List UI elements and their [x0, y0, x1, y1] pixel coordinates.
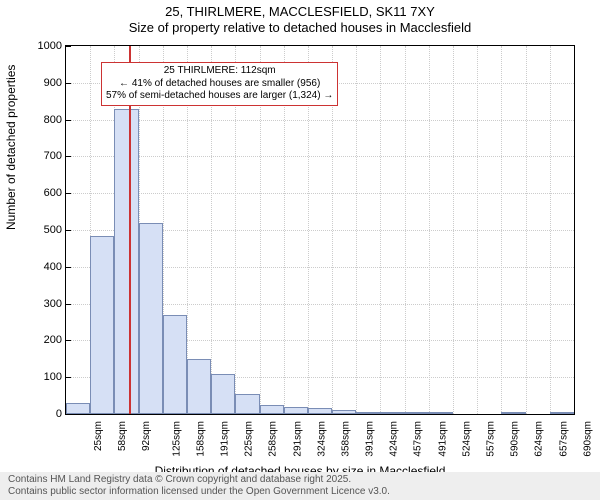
y-tick-label: 800	[27, 114, 62, 126]
y-tick-label: 900	[27, 77, 62, 89]
x-tick-label: 158sqm	[195, 421, 206, 457]
x-tick-label: 25sqm	[93, 421, 104, 451]
x-tick-label: 125sqm	[171, 421, 182, 457]
y-tick-label: 500	[27, 224, 62, 236]
y-tick-label: 600	[27, 187, 62, 199]
x-tick-label: 624sqm	[534, 421, 545, 457]
gridline-v	[405, 46, 406, 414]
x-tick-label: 58sqm	[117, 421, 128, 451]
y-tick-label: 700	[27, 150, 62, 162]
histogram-bar	[139, 223, 163, 414]
x-tick-label: 424sqm	[389, 421, 400, 457]
gridline-v	[526, 46, 527, 414]
annotation-line: 57% of semi-detached houses are larger (…	[106, 90, 333, 103]
histogram-bar	[405, 412, 429, 414]
y-axis-label: Number of detached properties	[4, 65, 18, 230]
histogram-bar	[260, 405, 284, 414]
x-tick-label: 491sqm	[437, 421, 448, 457]
y-tick-label: 200	[27, 334, 62, 346]
x-tick-label: 457sqm	[413, 421, 424, 457]
gridline-v	[356, 46, 357, 414]
annotation-line: ← 41% of detached houses are smaller (95…	[106, 78, 333, 91]
chart-title-line1: 25, THIRLMERE, MACCLESFIELD, SK11 7XY	[0, 4, 600, 19]
footer-line1: Contains HM Land Registry data © Crown c…	[8, 474, 592, 486]
x-tick-label: 291sqm	[292, 421, 303, 457]
y-tick-label: 300	[27, 298, 62, 310]
y-tick-label: 100	[27, 371, 62, 383]
histogram-bar	[550, 412, 574, 414]
histogram-bar	[308, 408, 332, 414]
x-tick-label: 524sqm	[461, 421, 472, 457]
histogram-bar	[501, 412, 525, 414]
x-tick-label: 590sqm	[510, 421, 521, 457]
histogram-bar	[429, 412, 453, 414]
histogram-bar	[356, 412, 380, 414]
y-tick-label: 1000	[27, 40, 62, 52]
annotation-box: 25 THIRLMERE: 112sqm← 41% of detached ho…	[101, 62, 338, 106]
x-tick-label: 92sqm	[141, 421, 152, 451]
x-tick-label: 324sqm	[316, 421, 327, 457]
y-tick-label: 400	[27, 261, 62, 273]
x-tick-label: 391sqm	[365, 421, 376, 457]
histogram-bar	[380, 412, 404, 414]
x-tick-label: 690sqm	[582, 421, 593, 457]
histogram-bar	[332, 410, 356, 414]
plot-area: 25 THIRLMERE: 112sqm← 41% of detached ho…	[65, 45, 575, 415]
histogram-bar	[235, 394, 259, 414]
gridline-h	[66, 156, 574, 157]
x-tick-label: 258sqm	[268, 421, 279, 457]
x-tick-label: 557sqm	[486, 421, 497, 457]
footer-line2: Contains public sector information licen…	[8, 486, 592, 498]
gridline-v	[477, 46, 478, 414]
gridline-v	[429, 46, 430, 414]
x-tick-label: 358sqm	[340, 421, 351, 457]
histogram-bar	[211, 374, 235, 414]
x-tick-label: 225sqm	[244, 421, 255, 457]
footer-attribution: Contains HM Land Registry data © Crown c…	[0, 472, 600, 500]
gridline-h	[66, 120, 574, 121]
chart-title-line2: Size of property relative to detached ho…	[0, 20, 600, 35]
gridline-v	[550, 46, 551, 414]
annotation-line: 25 THIRLMERE: 112sqm	[106, 65, 333, 78]
gridline-v	[380, 46, 381, 414]
histogram-bar	[90, 236, 114, 414]
histogram-bar	[66, 403, 90, 414]
x-tick-label: 191sqm	[220, 421, 231, 457]
histogram-bar	[284, 407, 308, 414]
histogram-bar	[187, 359, 211, 414]
gridline-h	[66, 193, 574, 194]
gridline-v	[501, 46, 502, 414]
y-tick-label: 0	[27, 408, 62, 420]
histogram-bar	[114, 109, 138, 414]
x-tick-label: 657sqm	[558, 421, 569, 457]
histogram-bar	[163, 315, 187, 414]
gridline-v	[453, 46, 454, 414]
